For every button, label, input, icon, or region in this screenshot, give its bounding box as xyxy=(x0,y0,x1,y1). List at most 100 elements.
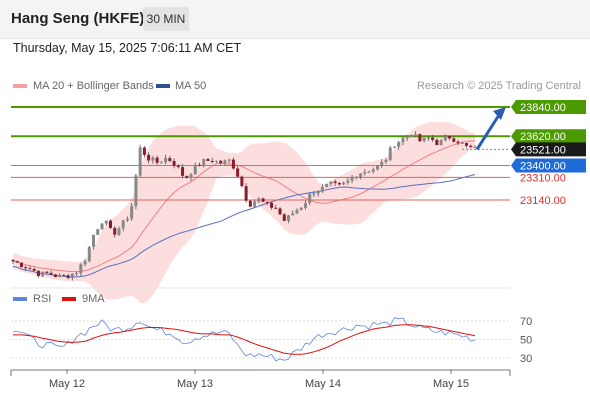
forecast-arrow-head xyxy=(493,107,506,120)
candle-body xyxy=(418,134,422,142)
candle-body xyxy=(155,157,159,163)
candle-body xyxy=(227,159,231,161)
candle-body xyxy=(197,164,201,166)
candle-body xyxy=(248,200,252,207)
level-label-23310.00: 23310.00 xyxy=(520,172,566,184)
candle-body xyxy=(473,147,477,149)
candle-body xyxy=(333,181,337,183)
candle-body xyxy=(295,210,299,214)
candle-body xyxy=(270,202,274,208)
candle-body xyxy=(388,147,392,160)
candle-body xyxy=(291,213,295,216)
candle-body xyxy=(96,229,100,235)
candle-body xyxy=(53,274,57,278)
candle-body xyxy=(443,136,447,141)
candle-body xyxy=(125,218,129,221)
level-tag-23400.00 xyxy=(511,158,586,173)
level-label-23620.00: 23620.00 xyxy=(520,131,566,143)
candle-body xyxy=(265,201,269,203)
candle-body xyxy=(257,198,261,202)
candle-body xyxy=(414,134,418,137)
candle-body xyxy=(142,147,146,155)
candle-body xyxy=(62,275,66,277)
ma50-legend-label: MA 50 xyxy=(175,80,207,92)
candle-body xyxy=(15,261,19,263)
candle-body xyxy=(253,201,257,207)
timestamp: Thursday, May 15, 2025 7:06:11 AM CET xyxy=(13,41,242,55)
header-bar: Hang Seng (HKFE) 30 MIN xyxy=(0,0,590,39)
level-tag-23840.00 xyxy=(511,100,586,114)
candle-body xyxy=(159,162,163,164)
ma20-legend-swatch xyxy=(13,84,27,88)
candle-body xyxy=(117,228,121,235)
candle-body xyxy=(329,181,333,184)
ma20-line xyxy=(12,140,475,273)
candle-body xyxy=(376,165,380,170)
candle-body xyxy=(32,268,36,271)
candle-body xyxy=(176,165,180,168)
candle-body xyxy=(210,160,214,162)
candle-body xyxy=(104,220,108,224)
candle-body xyxy=(193,164,197,175)
candle-body xyxy=(448,136,452,139)
candle-body xyxy=(244,186,248,201)
ma9-line xyxy=(13,324,476,355)
candle-body xyxy=(236,168,240,177)
candle-body xyxy=(312,193,316,195)
candle-body xyxy=(426,137,430,139)
candle-body xyxy=(231,159,235,169)
candle-body xyxy=(121,220,125,229)
candle-body xyxy=(367,171,371,173)
candle-body xyxy=(397,141,401,147)
level-label-23521.00: 23521.00 xyxy=(520,144,566,156)
forecast-arrow-shaft xyxy=(475,114,501,151)
ma50-legend-swatch xyxy=(156,84,170,88)
candle-body xyxy=(371,169,375,172)
candle-body xyxy=(240,176,244,187)
candle-body xyxy=(75,273,79,275)
candle-body xyxy=(108,220,112,228)
x-tick-label-may-12: May 12 xyxy=(49,378,85,390)
level-tag-23620.00 xyxy=(511,129,586,144)
candle-body xyxy=(185,175,189,178)
candle-body xyxy=(164,158,168,163)
candle-body xyxy=(87,246,91,262)
ma9-legend-swatch xyxy=(62,297,76,301)
instrument-title: Hang Seng (HKFE) xyxy=(11,10,145,27)
candle-body xyxy=(134,175,138,207)
candle-body xyxy=(299,207,303,211)
ma9-legend-label: 9MA xyxy=(82,293,105,305)
candle-body xyxy=(303,203,307,208)
source-credit: Research © 2025 Trading Central xyxy=(416,80,581,92)
candle-body xyxy=(380,162,384,166)
candle-body xyxy=(278,208,282,215)
candle-body xyxy=(36,270,40,276)
candle-body xyxy=(354,177,358,179)
candle-body xyxy=(337,182,341,185)
candle-body xyxy=(469,145,473,148)
candle-body xyxy=(49,272,53,275)
candle-body xyxy=(24,267,28,269)
candle-body xyxy=(151,157,155,161)
candle-body xyxy=(206,159,210,161)
candle-body xyxy=(130,206,134,219)
candle-body xyxy=(456,141,460,144)
candle-body xyxy=(439,140,443,146)
level-label-23400.00: 23400.00 xyxy=(520,160,566,172)
candle-body xyxy=(214,160,218,162)
rsi-legend-label: RSI xyxy=(33,293,51,305)
candle-body xyxy=(100,223,104,230)
candle-body xyxy=(147,154,151,161)
candle-body xyxy=(435,139,439,146)
candle-body xyxy=(202,159,206,166)
candle-body xyxy=(342,182,346,185)
candle-body xyxy=(274,207,278,209)
candle-body xyxy=(409,136,413,138)
ma20-legend-label: MA 20 + Bollinger Bands xyxy=(33,80,154,92)
candle-body xyxy=(282,214,286,221)
timeframe-button[interactable]: 30 MIN xyxy=(143,7,189,31)
rsi-tick-50: 50 xyxy=(520,335,532,347)
candle-body xyxy=(113,227,117,235)
candle-body xyxy=(41,271,45,276)
